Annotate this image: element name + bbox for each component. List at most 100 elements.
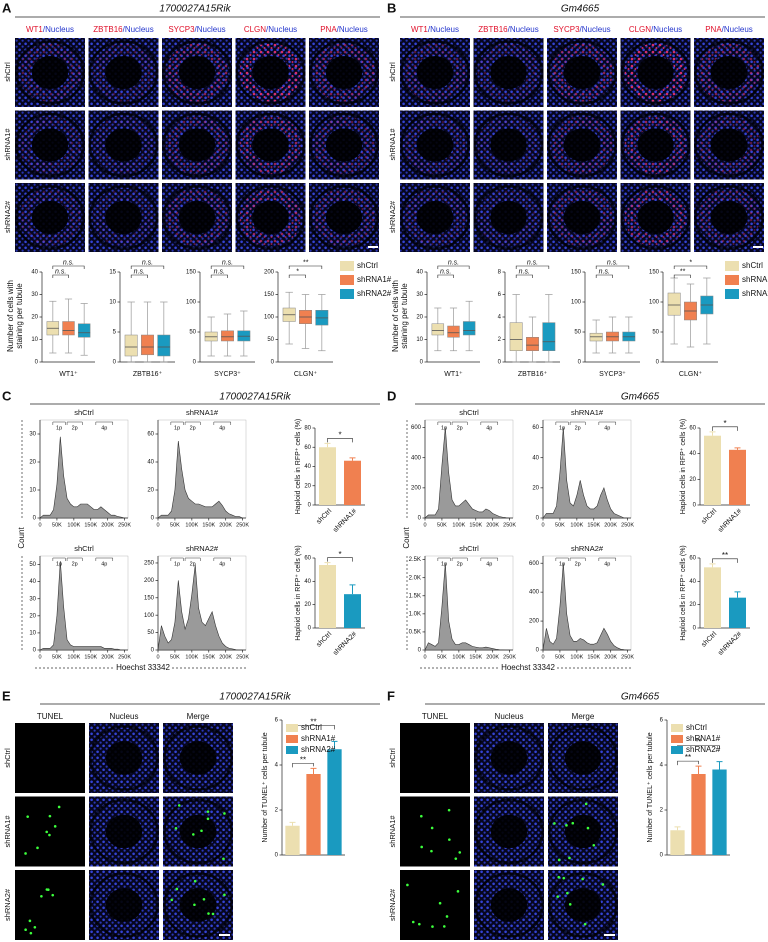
stain-ring — [404, 188, 466, 247]
x-tick-label: 100K — [185, 654, 198, 660]
y-axis-label: staining per tubule — [400, 283, 409, 349]
y-tick-label: 0 — [418, 516, 422, 522]
histogram-label: shCtrl — [459, 408, 479, 417]
y-tick-label: 40 — [29, 579, 36, 585]
tubule-lumen — [490, 741, 528, 775]
tubule-lumen — [325, 128, 363, 162]
bar — [285, 825, 300, 855]
error-bar — [734, 447, 741, 450]
stain-name: WT1 — [411, 25, 428, 34]
gate — [437, 421, 451, 425]
gate — [66, 421, 83, 425]
gate-label: 4p — [219, 425, 225, 431]
micrograph — [15, 723, 85, 793]
bar — [319, 447, 336, 505]
sig-bracket — [210, 265, 245, 269]
x-tick-label: 50K — [555, 654, 565, 660]
tubule-lumen — [490, 814, 528, 849]
sig-label: ** — [680, 268, 686, 275]
gate — [569, 557, 586, 561]
histogram-label: shCtrl — [74, 544, 94, 553]
column-header: WT1/Nucleus — [411, 25, 459, 34]
box — [667, 292, 681, 316]
y-tick-label: 20 — [689, 602, 696, 608]
column-header: PNA/Nucleus — [320, 25, 368, 34]
y-tick-label: 2.5K — [409, 557, 421, 563]
tubule-edge — [547, 40, 617, 105]
sig-label: n.s. — [134, 268, 145, 275]
x-tick-label: 250K — [236, 522, 249, 528]
sig-bracket — [210, 274, 228, 278]
gate-label: 4p — [101, 561, 107, 567]
tunel-dot — [445, 915, 449, 918]
tubule-lumen — [563, 55, 601, 90]
stain-name: ZBTB16 — [93, 25, 123, 34]
row-label: shRNA2# — [3, 888, 12, 921]
stain-name: PNA — [705, 25, 722, 34]
y-tick-label: 0 — [33, 516, 37, 522]
error-bar — [349, 584, 356, 595]
y-tick-label: 20 — [416, 315, 423, 321]
y-tick-label: 15 — [109, 270, 116, 276]
y-tick-label: 100 — [649, 300, 660, 306]
sig-bracket — [712, 558, 738, 563]
tunel-dot — [223, 893, 226, 897]
stain-ring — [313, 43, 375, 102]
tubule-edge — [473, 40, 544, 105]
gate — [184, 557, 201, 561]
tubule-edge — [235, 40, 306, 105]
stain-name: PNA — [320, 25, 337, 34]
row-label: shRNA2# — [388, 888, 397, 921]
histogram-area — [157, 440, 243, 519]
column-header: Merge — [187, 712, 210, 721]
tunel-dot — [568, 856, 571, 860]
sig-label: * — [338, 550, 341, 559]
plot-frame — [39, 555, 129, 651]
x-tick-label: CLGN⁺ — [679, 371, 702, 378]
bar — [712, 769, 727, 855]
legend-swatch — [286, 735, 298, 743]
tubule-edge — [162, 40, 232, 105]
stain-ring — [313, 188, 375, 247]
tunel-dot — [211, 912, 215, 916]
x-tick-label: 100K — [67, 654, 80, 660]
y-tick-label: 2 — [275, 808, 279, 814]
y-tick-label: 50 — [574, 330, 581, 336]
y-tick-label: 10 — [416, 337, 423, 343]
y-tick-label: 20 — [304, 602, 311, 608]
y-tick-label: 0 — [151, 648, 155, 654]
sig-label: n.s. — [440, 268, 451, 275]
box — [157, 334, 171, 357]
stain-ring — [624, 43, 687, 102]
gate-label: 2p — [457, 425, 463, 431]
y-tick-label: 0 — [151, 516, 155, 522]
tunel-dot — [223, 812, 226, 815]
y-tick-label: 600 — [411, 425, 422, 431]
stain-ring — [477, 188, 540, 247]
x-tick-label: 0 — [156, 522, 159, 528]
tubule-edge — [474, 725, 544, 791]
sig-label: ** — [695, 738, 701, 747]
stain-ring — [551, 188, 613, 247]
tubule-edge — [88, 185, 159, 250]
gate-label: 2p — [190, 561, 196, 567]
tunel-dot — [48, 814, 52, 818]
x-tick-label: shCtrl — [700, 630, 718, 648]
tunel-dot — [207, 912, 210, 915]
y-tick-label: 20 — [147, 488, 154, 494]
y-tick-label: 150 — [649, 270, 660, 276]
gate-label: 1p — [174, 425, 180, 431]
panel-title: Gm4665 — [621, 392, 660, 403]
box — [77, 323, 91, 338]
panel-letter: B — [387, 0, 396, 15]
stain-ring — [166, 43, 228, 102]
y-tick-label: 4 — [498, 315, 502, 321]
histogram-label: shRNA2# — [186, 544, 219, 553]
bar — [306, 774, 321, 855]
box — [124, 334, 138, 357]
sig-bracket — [327, 557, 353, 562]
bar — [729, 449, 746, 505]
x-tick-label: 150K — [587, 654, 600, 660]
y-axis-label: Haploid cells in RFP⁺ cells (%) — [680, 419, 687, 515]
counterstain-name: /Nucleus — [43, 25, 74, 34]
